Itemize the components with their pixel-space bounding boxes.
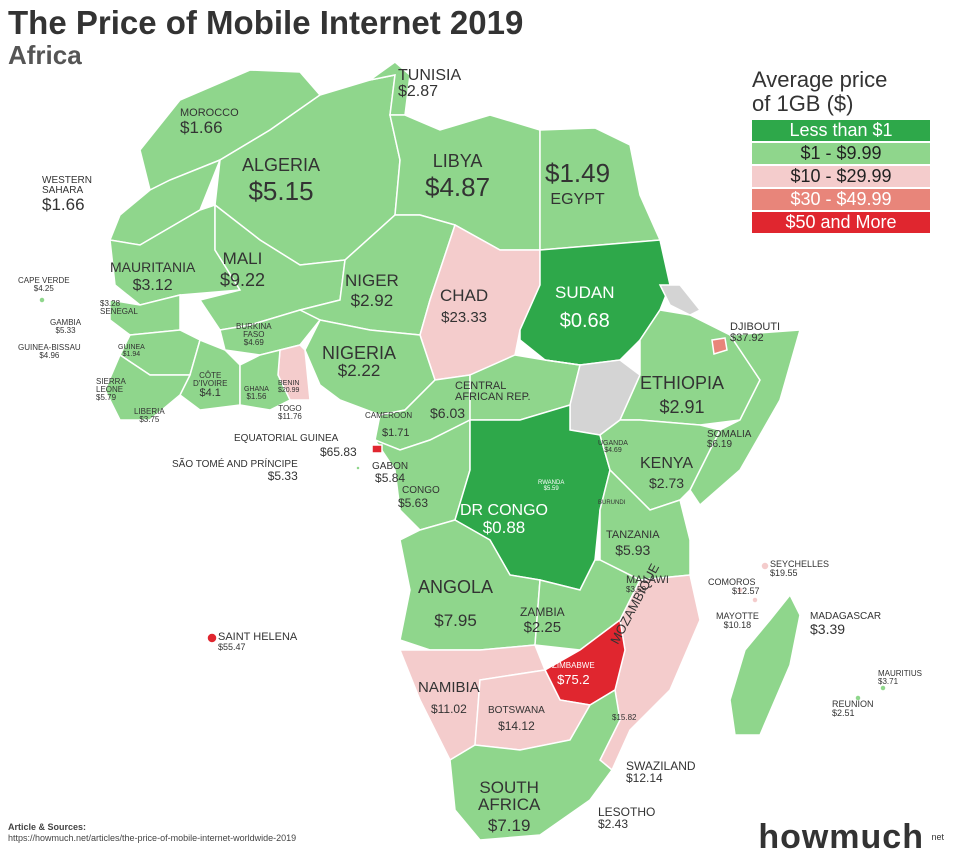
label-central-african-rep: CENTRAL AFRICAN REP. (455, 380, 531, 403)
label-sao-tome: SÃO TOMÉ AND PRÍNCIPE $5.33 (172, 459, 298, 483)
page-subtitle: Africa (8, 40, 82, 70)
label-swaziland: SWAZILAND $12.14 (626, 759, 696, 785)
label-mauritius: MAURITIUS $3.71 (878, 669, 922, 686)
label-dr-congo: DR CONGO $0.88 (460, 502, 548, 537)
label-namibia: NAMIBIA $11.02 (418, 679, 480, 716)
label-tanzania: TANZANIA $5.93 (606, 529, 660, 558)
label-niger: NIGER $2.92 (345, 271, 399, 310)
label-somalia: SOMALIA $6.19 (707, 429, 752, 450)
region-saint-helena[interactable] (206, 632, 218, 644)
label-cameroon: CAMEROON (365, 411, 413, 420)
label-angola: ANGOLA $7.95 (418, 577, 494, 630)
legend-item-1-10: $1 - $9.99 (752, 143, 930, 164)
label-rwanda: RWANDA $5.59 (538, 480, 565, 492)
region-seychelles[interactable] (760, 561, 770, 571)
label-libya: LIBYA $4.87 (425, 151, 491, 202)
label-sudan: SUDAN $0.68 (555, 283, 615, 332)
label-congo-price: $5.63 (398, 496, 429, 510)
label-sierra-leone: SIERRA LEONE $5.79 (96, 377, 126, 402)
label-seychelles: SEYCHELLES $19.55 (770, 559, 830, 578)
label-togo: TOGO $11.76 (278, 404, 302, 421)
label-madagascar: MADAGASCAR $3.39 (810, 611, 882, 637)
label-mauritania: MAURITANIA $3.12 (110, 259, 196, 294)
region-liberia-sierra[interactable] (104, 353, 192, 421)
label-cameroon-price: $1.71 (382, 427, 410, 439)
legend-item-10-30: $10 - $29.99 (752, 166, 930, 187)
label-gambia: GAMBIA $5.33 (50, 318, 82, 335)
label-senegal: $3.28 SENEGAL (100, 299, 138, 316)
label-kenya: KENYA $2.73 (640, 455, 694, 491)
label-comoros: COMOROS $12.57 (708, 577, 760, 596)
label-ethiopia: ETHIOPIA $2.91 (640, 373, 725, 417)
label-equatorial-guinea-price: $65.83 (320, 445, 357, 459)
label-algeria: ALGERIA $5.15 (242, 155, 321, 206)
label-chad: CHAD $23.33 (440, 286, 489, 326)
region-comoros[interactable] (736, 586, 744, 594)
label-western-sahara: WESTERN SAHARA $1.66 (42, 175, 92, 214)
region-somalia[interactable] (689, 329, 802, 507)
region-mauritania[interactable] (109, 203, 242, 306)
label-caf-price: $6.03 (430, 405, 466, 421)
brand-logo: howmuch (758, 818, 924, 856)
label-uganda: UGANDA $4.69 (598, 440, 628, 454)
label-zimbabwe: ZIMBABWE $75.2 (552, 661, 595, 687)
sources: Article & Sources: https://howmuch.net/a… (8, 822, 296, 844)
label-nigeria: NIGERIA $2.22 (322, 343, 397, 380)
region-mayotte[interactable] (751, 596, 759, 604)
legend-item-30-50: $30 - $49.99 (752, 189, 930, 210)
label-burundi: BURUNDI (598, 500, 626, 506)
sources-heading: Article & Sources: (8, 822, 87, 832)
label-zambia: ZAMBIA $2.25 (520, 605, 565, 636)
label-liberia: LIBERIA $3.75 (134, 407, 165, 424)
region-equatorial-guinea[interactable] (371, 444, 383, 454)
label-burkina-faso: BURKINA FASO $4.69 (236, 322, 272, 347)
label-malawi: MALAWI $3.59 (626, 574, 669, 594)
label-morocco: MOROCCO $1.66 (180, 107, 239, 137)
region-djibouti[interactable] (711, 337, 728, 355)
label-lesotho: LESOTHO $2.43 (598, 805, 656, 831)
label-mayotte: MAYOTTE $10.18 (716, 611, 759, 630)
region-south-africa[interactable] (449, 688, 621, 841)
region-sao-tome[interactable] (355, 465, 361, 471)
region-cape-verde[interactable] (38, 296, 46, 304)
legend-title-line2: of 1GB ($) (752, 91, 854, 116)
region-burkina-faso[interactable] (219, 309, 322, 356)
region-eritrea (658, 284, 702, 316)
brand-suffix: net (931, 832, 944, 842)
label-cape-verde: CAPE VERDE $4.25 (18, 276, 70, 293)
label-ghana: GHANA $1.56 (244, 386, 269, 401)
label-cote-divoire: CÔTE D'IVOIRE $4.1 (193, 371, 228, 399)
sources-url[interactable]: https://howmuch.net/articles/the-price-o… (8, 833, 297, 843)
legend-item-lt1: Less than $1 (752, 120, 930, 141)
region-mauritius[interactable] (879, 684, 887, 692)
label-reunion: REUNION $2.51 (832, 699, 874, 718)
label-south-africa: SOUTH AFRICA $7.19 (478, 778, 541, 835)
label-mali: MALI $9.22 (220, 249, 266, 290)
legend-title-line1: Average price (752, 67, 888, 92)
label-mozambique-price: $15.82 (612, 713, 637, 722)
label-congo: CONGO (402, 485, 440, 496)
region-reunion[interactable] (854, 694, 862, 702)
label-egypt: $1.49 EGYPT (545, 158, 611, 208)
label-guinea: GUINEA $1.94 (118, 344, 145, 358)
legend: Average price of 1GB ($) Less than $1 $1… (752, 68, 930, 235)
region-ghana[interactable] (239, 349, 291, 411)
region-madagascar[interactable] (729, 593, 801, 736)
label-equatorial-guinea: EQUATORIAL GUINEA (234, 433, 339, 444)
label-benin: BENIN $20.99 (278, 380, 300, 394)
label-tunisia: TUNISIA $2.87 (398, 67, 462, 100)
label-saint-helena: SAINT HELENA $55.47 (218, 631, 298, 652)
label-djibouti: DJIBOUTI $37.92 (730, 321, 781, 344)
legend-item-50: $50 and More (752, 212, 930, 233)
label-guinea-bissau: GUINEA-BISSAU $4.96 (18, 343, 81, 360)
label-gabon: GABON $5.84 (372, 461, 409, 485)
label-botswana: BOTSWANA $14.12 (488, 705, 545, 733)
page-title: The Price of Mobile Internet 2019 (8, 4, 524, 41)
